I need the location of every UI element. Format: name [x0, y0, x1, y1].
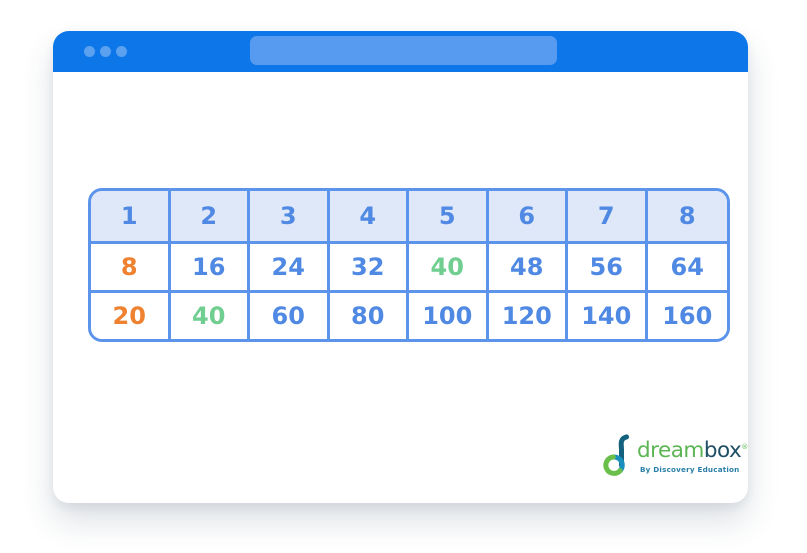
table-header-cell: 3 [250, 191, 330, 241]
ratio-table: 1 2 3 4 5 6 7 8 8 16 24 32 40 48 56 64 20 40 60 80 100 120 140… [88, 188, 730, 342]
table-cell[interactable]: 80 [329, 290, 409, 339]
table-cell[interactable]: 100 [409, 290, 489, 339]
brand-name: dreambox® [637, 438, 748, 463]
table-header-cell: 8 [647, 191, 727, 241]
table-cell[interactable]: 60 [250, 290, 330, 339]
table-cell[interactable]: 32 [329, 241, 409, 290]
table-cell[interactable]: 40 [170, 290, 250, 339]
table-header-cell: 1 [91, 191, 171, 241]
table-header-cell: 5 [409, 191, 489, 241]
window-control-dot [84, 46, 95, 57]
window-control-dot [116, 46, 127, 57]
table-header-cell: 6 [488, 191, 568, 241]
table-cell[interactable]: 8 [91, 241, 171, 290]
table-cell[interactable]: 24 [250, 241, 330, 290]
table-cell[interactable]: 48 [488, 241, 568, 290]
table-cell[interactable]: 64 [647, 241, 727, 290]
table-cell[interactable]: 40 [409, 241, 489, 290]
table-cell[interactable]: 16 [170, 241, 250, 290]
table-header-cell: 7 [568, 191, 648, 241]
dreambox-d-icon [601, 433, 632, 485]
brand-tagline: By Discovery Education [640, 464, 740, 474]
table-cell[interactable]: 160 [647, 290, 727, 339]
registered-mark-icon: ® [741, 442, 748, 451]
table-cell[interactable]: 56 [568, 241, 648, 290]
table-cell[interactable]: 20 [91, 290, 171, 339]
table-header-cell: 4 [329, 191, 409, 241]
table-cell[interactable]: 120 [488, 290, 568, 339]
table-cell[interactable]: 140 [568, 290, 648, 339]
dreambox-logo: dreambox® By Discovery Education [601, 433, 748, 485]
browser-window: 1 2 3 4 5 6 7 8 8 16 24 32 40 48 56 64 20 40 60 80 100 120 140… [53, 31, 748, 503]
browser-titlebar [53, 31, 748, 72]
address-bar[interactable] [250, 36, 557, 65]
window-control-dot [100, 46, 111, 57]
window-controls [84, 46, 127, 57]
table-header-cell: 2 [170, 191, 250, 241]
